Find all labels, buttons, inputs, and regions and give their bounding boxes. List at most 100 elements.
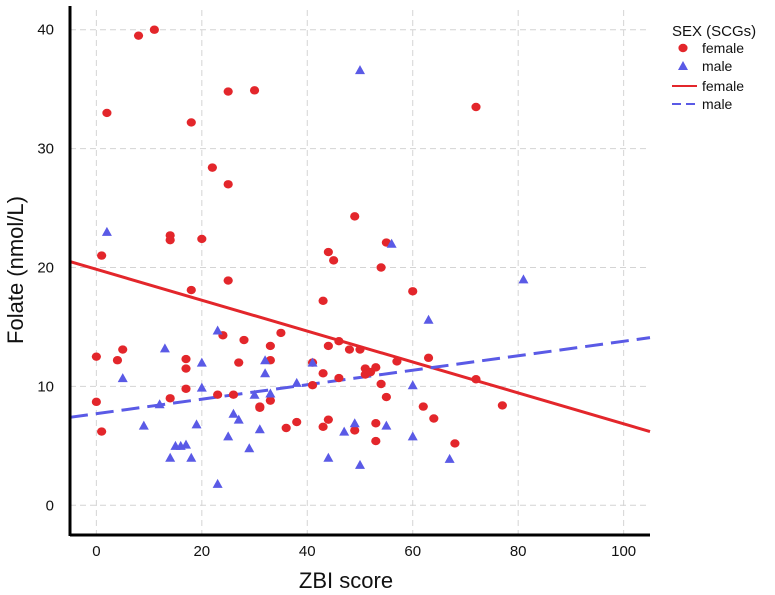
female-point xyxy=(323,247,333,257)
male-point xyxy=(244,443,255,453)
female-point xyxy=(255,403,265,412)
female-point xyxy=(223,180,233,189)
female-point xyxy=(181,354,191,364)
x-tick-label: 20 xyxy=(193,543,210,560)
male-point xyxy=(355,459,365,469)
x-tick-label: 0 xyxy=(92,543,100,560)
female-point xyxy=(318,422,328,432)
female-point xyxy=(186,118,196,127)
male-point xyxy=(191,419,202,429)
male-point xyxy=(196,382,207,392)
female-point xyxy=(376,263,386,272)
female-point xyxy=(381,392,391,402)
male-point xyxy=(228,408,239,418)
male-point xyxy=(355,65,365,75)
male-point xyxy=(223,431,234,441)
female-point xyxy=(418,402,428,411)
female-point xyxy=(371,436,381,446)
female-point xyxy=(355,345,365,354)
male-point xyxy=(291,377,302,387)
x-tick-label: 40 xyxy=(299,543,316,560)
male-point xyxy=(265,388,276,398)
female-point xyxy=(334,337,344,346)
axes xyxy=(68,6,650,537)
legend-label: female xyxy=(702,78,744,94)
female-point xyxy=(371,419,381,428)
male-point xyxy=(181,439,191,449)
female-point xyxy=(118,345,128,354)
female-point xyxy=(265,396,275,405)
male-point xyxy=(249,389,260,399)
female-point xyxy=(292,417,302,427)
female-point xyxy=(234,358,244,367)
legend-title: SEX (SCGs) xyxy=(672,23,756,40)
y-axis-title: Folate (nmol/L) xyxy=(3,196,28,344)
male-point xyxy=(349,418,360,428)
female-point xyxy=(392,357,402,366)
male-point xyxy=(381,420,392,430)
female-point xyxy=(323,415,333,424)
female-point xyxy=(371,363,381,372)
female-point xyxy=(249,86,260,95)
female-point xyxy=(497,401,507,410)
male-point xyxy=(159,343,170,353)
legend-female-marker xyxy=(678,43,688,53)
female-point xyxy=(329,256,339,265)
male-point xyxy=(101,226,112,236)
female-point xyxy=(307,381,318,390)
female-point xyxy=(323,341,333,351)
female-point xyxy=(133,31,144,40)
female-point xyxy=(181,384,191,393)
female-point xyxy=(91,352,101,361)
data-points xyxy=(91,25,529,488)
female-point xyxy=(149,25,159,34)
grid xyxy=(70,10,650,535)
female-point xyxy=(165,394,175,403)
male-point xyxy=(117,373,128,383)
female-point xyxy=(281,423,291,433)
female-point xyxy=(265,341,275,351)
x-tick-label: 60 xyxy=(404,543,421,560)
female-point xyxy=(165,235,175,245)
female-point xyxy=(97,251,107,260)
male-point xyxy=(212,478,223,488)
female-point xyxy=(318,296,328,305)
female-point xyxy=(112,356,123,365)
female-point xyxy=(344,345,355,354)
female-point xyxy=(408,287,418,296)
female-point xyxy=(350,426,360,435)
male-point xyxy=(154,399,165,409)
male-point xyxy=(407,380,418,390)
female-point xyxy=(471,375,481,384)
male-point xyxy=(196,357,207,367)
male-point xyxy=(423,314,434,324)
female-point xyxy=(423,353,434,363)
female-point xyxy=(223,276,233,285)
x-tick-label: 80 xyxy=(510,543,527,560)
female-point xyxy=(450,439,460,448)
female-point xyxy=(276,328,286,338)
male-point xyxy=(260,368,271,378)
female-point xyxy=(239,335,249,345)
female-point xyxy=(334,373,344,383)
y-tick-label: 10 xyxy=(37,378,54,395)
female-point xyxy=(223,87,233,96)
legend: SEX (SCGs) female male female male xyxy=(672,23,756,112)
female-point xyxy=(318,369,328,378)
legend-label: female xyxy=(702,40,744,56)
y-tick-label: 40 xyxy=(37,22,54,39)
tick-labels: 0 20 40 60 80 100 0 10 20 30 40 xyxy=(37,22,636,560)
male-point xyxy=(254,424,265,434)
x-tick-label: 100 xyxy=(611,543,636,560)
legend-male-marker xyxy=(678,61,688,70)
male-point xyxy=(386,238,397,248)
female-point xyxy=(197,234,207,244)
male-point xyxy=(138,420,149,430)
y-tick-label: 30 xyxy=(37,141,54,158)
female-point xyxy=(102,108,112,118)
male-point xyxy=(444,453,455,463)
male-point xyxy=(307,357,318,367)
female-point xyxy=(97,427,107,436)
male-fit-line xyxy=(69,336,651,419)
female-point xyxy=(91,397,101,407)
